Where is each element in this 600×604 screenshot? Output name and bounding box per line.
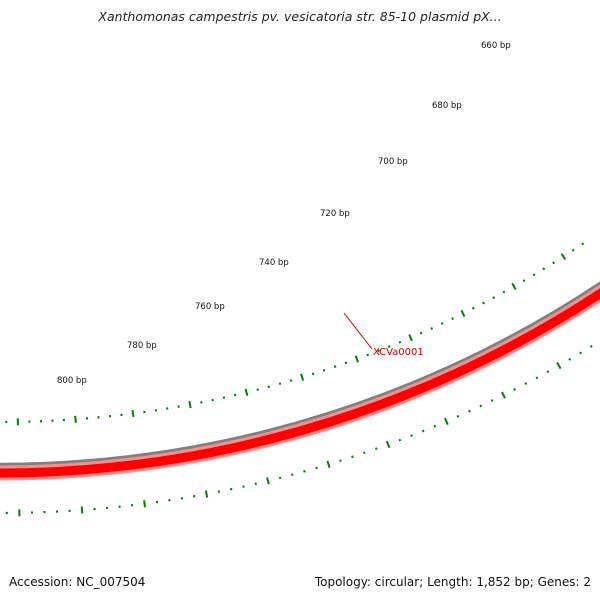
minor-tick bbox=[340, 460, 341, 462]
minor-tick bbox=[212, 399, 213, 401]
gene-arc-outline bbox=[0, 241, 600, 473]
major-tick bbox=[82, 507, 83, 514]
major-tick bbox=[562, 254, 566, 260]
gene-label-xcva0001[interactable]: XCVa0001 bbox=[373, 347, 424, 358]
minor-tick bbox=[411, 435, 412, 437]
minor-tick bbox=[452, 318, 453, 320]
minor-tick bbox=[523, 280, 524, 282]
minor-tick bbox=[400, 439, 401, 441]
gene-label-leader-line bbox=[344, 313, 372, 349]
minor-tick bbox=[580, 352, 581, 354]
minor-tick bbox=[423, 430, 424, 432]
minor-tick bbox=[292, 474, 293, 476]
minor-tick bbox=[335, 366, 336, 368]
major-tick bbox=[445, 418, 448, 425]
minor-tick bbox=[291, 380, 292, 382]
ruler-labels: 660 bp 680 bp 700 bp 720 bp 740 bp 760 bp 780 … bbox=[57, 41, 511, 386]
ruler-label: 740 bp bbox=[259, 258, 289, 268]
map-title: Xanthomonas campestris pv. vesicatoria s… bbox=[0, 9, 600, 24]
major-tick bbox=[356, 356, 358, 363]
ruler-label: 680 bp bbox=[432, 101, 462, 111]
minor-tick bbox=[256, 483, 257, 485]
minor-tick bbox=[224, 397, 225, 399]
accession-text: Accession: NC_007504 bbox=[9, 575, 145, 589]
minor-tick bbox=[280, 477, 281, 479]
ruler-label: 700 bp bbox=[378, 157, 408, 167]
minor-tick bbox=[569, 358, 570, 360]
major-tick bbox=[246, 389, 248, 396]
minor-tick bbox=[493, 297, 494, 299]
minor-tick bbox=[483, 302, 484, 304]
minor-tick bbox=[547, 371, 548, 373]
minor-tick bbox=[367, 354, 368, 356]
minor-tick bbox=[492, 400, 493, 402]
minor-tick bbox=[364, 452, 365, 454]
major-tick bbox=[301, 374, 303, 381]
minor-tick bbox=[525, 383, 526, 385]
minor-tick bbox=[352, 456, 353, 458]
ruler-label: 660 bp bbox=[481, 41, 511, 51]
minor-tick bbox=[324, 369, 325, 371]
ruler-label: 800 bp bbox=[57, 376, 87, 386]
major-tick bbox=[144, 500, 145, 507]
minor-tick bbox=[591, 346, 592, 348]
minor-tick bbox=[480, 405, 481, 407]
minor-tick bbox=[573, 249, 574, 251]
minor-tick bbox=[553, 262, 554, 264]
major-tick bbox=[267, 478, 269, 485]
minor-tick bbox=[503, 291, 504, 293]
minor-tick bbox=[316, 467, 317, 469]
major-tick bbox=[502, 392, 505, 398]
major-tick bbox=[189, 401, 190, 408]
minor-tick bbox=[346, 362, 347, 364]
major-tick bbox=[512, 283, 516, 289]
ruler-label: 720 bp bbox=[320, 209, 350, 219]
minor-tick bbox=[469, 410, 470, 412]
major-tick bbox=[133, 410, 134, 417]
major-tick bbox=[328, 461, 330, 468]
minor-tick bbox=[473, 307, 474, 309]
minor-tick bbox=[376, 448, 377, 450]
minor-tick bbox=[582, 243, 583, 245]
major-tick bbox=[557, 363, 561, 369]
minor-tick bbox=[434, 425, 435, 427]
minor-tick bbox=[431, 327, 432, 329]
minor-tick bbox=[458, 415, 459, 417]
major-tick bbox=[75, 416, 76, 423]
major-tick bbox=[387, 441, 389, 448]
minor-tick bbox=[442, 323, 443, 325]
minor-tick bbox=[257, 389, 258, 391]
minor-tick bbox=[313, 373, 314, 375]
minor-tick bbox=[543, 268, 544, 270]
major-tick bbox=[409, 335, 412, 341]
major-tick bbox=[206, 491, 207, 498]
minor-tick bbox=[533, 274, 534, 276]
outer-tick-marks bbox=[0, 243, 583, 425]
minor-tick bbox=[400, 341, 401, 343]
genome-summary-text: Topology: circular; Length: 1,852 bp; Ge… bbox=[315, 575, 591, 589]
minor-tick bbox=[304, 470, 305, 472]
minor-tick bbox=[536, 377, 537, 379]
minor-tick bbox=[235, 394, 236, 396]
ruler-label: 760 bp bbox=[195, 302, 225, 312]
major-tick bbox=[461, 310, 464, 316]
ruler-label: 780 bp bbox=[127, 341, 157, 351]
minor-tick bbox=[280, 383, 281, 385]
minor-tick bbox=[269, 386, 270, 388]
minor-tick bbox=[421, 332, 422, 334]
minor-tick bbox=[514, 388, 515, 390]
